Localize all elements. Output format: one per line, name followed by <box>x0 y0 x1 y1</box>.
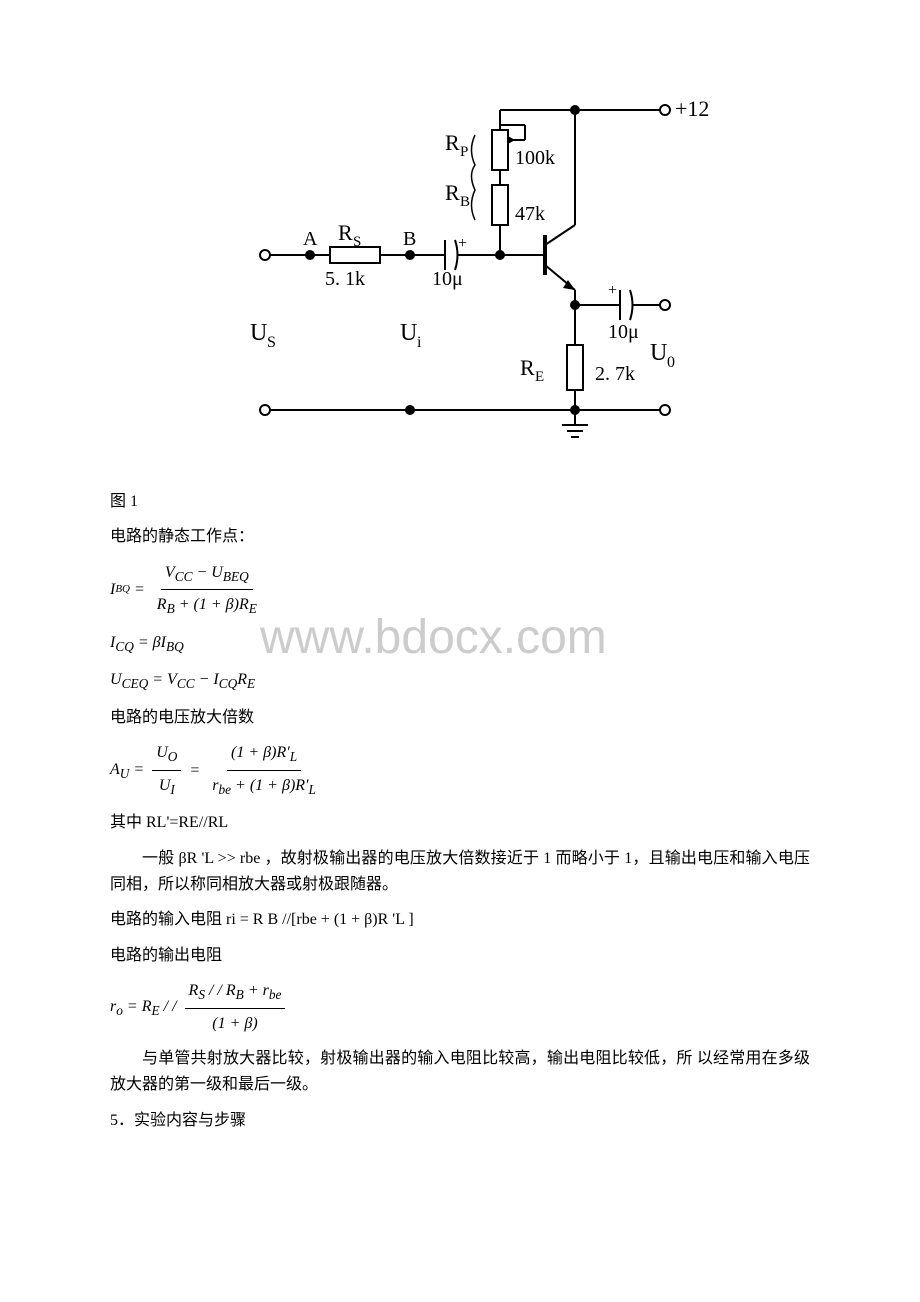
vcc-label: +12V <box>675 96 710 121</box>
svg-text:2. 7k: 2. 7k <box>595 363 635 385</box>
svg-text:A: A <box>303 228 318 250</box>
svg-text:B: B <box>403 228 416 250</box>
svg-text:R: R <box>445 180 460 205</box>
svg-text:S: S <box>267 334 276 351</box>
formula-au: AU = UO UI = (1 + β)R′L rbe + (1 + β)R′L <box>110 740 840 800</box>
svg-text:10μ: 10μ <box>432 268 463 290</box>
svg-text:E: E <box>535 369 544 385</box>
section-static-point: 电路的静态工作点： <box>110 524 840 550</box>
svg-text:P: P <box>460 144 468 160</box>
note-rl-prime: 其中 RL'=RE//RL <box>110 810 840 836</box>
svg-text:B: B <box>460 194 470 210</box>
svg-text:100k: 100k <box>515 147 555 169</box>
svg-text:+: + <box>458 235 467 252</box>
circuit-diagram: +12V R P 100k R B 47k <box>80 80 840 459</box>
section-voltage-gain: 电路的电压放大倍数 <box>110 705 840 731</box>
formula-ibq: IBQ = VCC − UBEQ RB + (1 + β)RE <box>110 560 840 620</box>
figure-caption: 图 1 <box>110 489 840 515</box>
formula-ri: 电路的输入电阻 ri = R B //[rbe + (1 + β)R 'L ] <box>110 907 840 933</box>
svg-text:5. 1k: 5. 1k <box>325 268 365 290</box>
section-output-resistance: 电路的输出电阻 <box>110 943 840 969</box>
svg-text:R: R <box>520 355 535 380</box>
svg-text:R: R <box>445 130 460 155</box>
svg-text:i: i <box>417 334 422 351</box>
svg-text:U: U <box>400 320 417 346</box>
circuit-svg: +12V R P 100k R B 47k <box>210 80 710 450</box>
svg-text:+: + <box>608 282 617 299</box>
svg-text:R: R <box>338 220 353 245</box>
section-five: 5．实验内容与步骤 <box>110 1108 840 1134</box>
svg-text:U: U <box>650 340 667 366</box>
formula-icq: ICQ = βIBQ <box>110 630 840 658</box>
svg-text:S: S <box>353 234 361 250</box>
svg-text:47k: 47k <box>515 203 545 225</box>
paragraph-comparison: 与单管共射放大器比较，射极输出器的输入电阻比较高，输出电阻比较低，所 以经常用在… <box>110 1046 810 1097</box>
svg-text:0: 0 <box>667 354 675 371</box>
formula-uceq: UCEQ = VCC − ICQRE <box>110 667 840 695</box>
svg-text:U: U <box>250 320 267 346</box>
svg-text:10μ: 10μ <box>608 321 639 343</box>
paragraph-gain-explain: 一般 βR 'L >> rbe ，故射极输出器的电压放大倍数接近于 1 而略小于… <box>110 846 810 897</box>
formula-ro: ro = RE / / RS / / RB + rbe (1 + β) <box>110 978 840 1036</box>
